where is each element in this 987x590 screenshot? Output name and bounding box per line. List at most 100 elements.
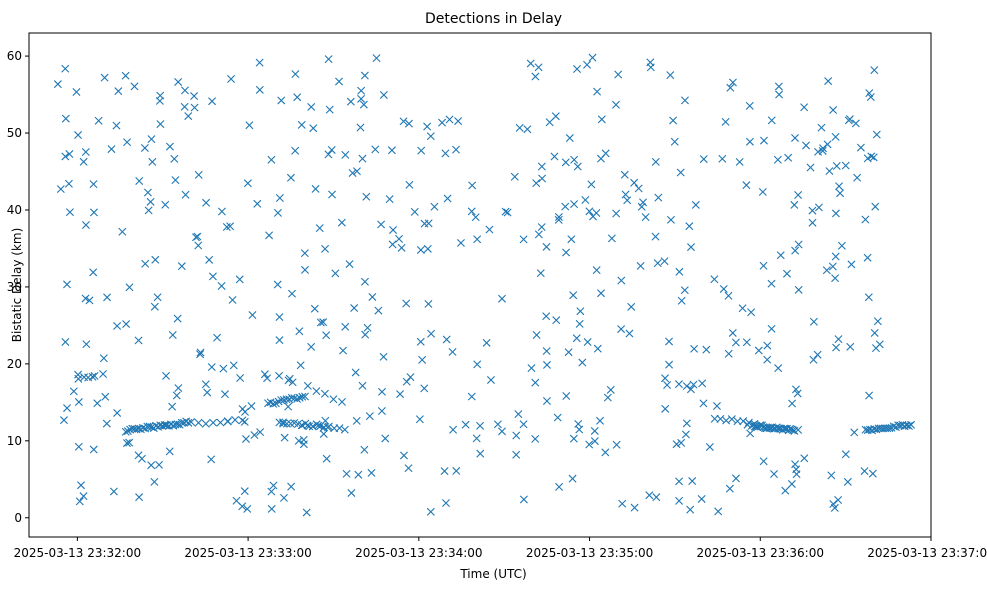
data-point-marker (618, 499, 627, 508)
data-point-marker (265, 231, 274, 240)
data-point-marker (537, 162, 546, 171)
data-point-marker (503, 208, 512, 217)
data-point-marker (452, 466, 461, 475)
data-point-marker (63, 280, 71, 289)
data-point-marker (150, 477, 159, 486)
data-point-marker (146, 197, 155, 206)
data-point-marker (381, 434, 390, 443)
data-point-marker (75, 497, 84, 506)
data-point-marker (297, 120, 306, 129)
data-point-marker (125, 283, 134, 292)
data-point-marker (112, 121, 121, 130)
data-point-marker (809, 355, 818, 364)
data-point-marker (724, 349, 733, 358)
data-point-marker (372, 54, 381, 63)
data-point-marker (868, 469, 877, 478)
data-point-marker (562, 248, 571, 257)
data-point-marker (89, 445, 98, 454)
data-point-marker (168, 402, 177, 411)
data-point-marker (627, 302, 636, 311)
data-point-marker (143, 188, 152, 197)
data-point-marker (688, 477, 697, 486)
data-point-marker (74, 131, 83, 140)
data-point-marker (630, 503, 639, 512)
data-point-marker (418, 355, 427, 364)
data-point-marker (519, 235, 528, 244)
data-point-marker (74, 398, 83, 407)
data-point-marker (822, 266, 831, 275)
data-point-marker (284, 402, 293, 411)
data-point-marker (358, 154, 367, 163)
data-point-marker (385, 195, 394, 204)
data-point-marker (74, 374, 83, 383)
data-point-marker (423, 122, 432, 131)
data-point-marker (243, 504, 252, 513)
data-point-marker (361, 330, 370, 339)
data-point-marker (735, 157, 744, 166)
data-point-marker (519, 495, 528, 504)
data-point-marker (168, 331, 177, 340)
data-point-marker (832, 343, 841, 352)
data-point-marker (531, 434, 540, 443)
data-point-marker (423, 244, 432, 253)
data-point-marker (424, 219, 433, 228)
data-point-marker (155, 96, 164, 105)
data-point-marker (680, 96, 689, 105)
data-point-marker (555, 482, 564, 491)
data-point-marker (89, 268, 98, 277)
data-point-marker (196, 350, 205, 359)
data-point-marker (759, 261, 768, 270)
data-point-marker (651, 232, 660, 241)
data-point-marker (165, 447, 174, 456)
data-point-marker (863, 253, 872, 262)
data-point-marker (781, 486, 790, 495)
data-point-marker (177, 262, 186, 271)
data-point-marker (360, 445, 369, 454)
data-point-marker (171, 176, 180, 185)
plot-frame (28, 32, 932, 538)
data-point-marker (742, 181, 751, 190)
data-point-marker (554, 215, 563, 224)
data-point-marker (860, 467, 869, 476)
data-point-marker (449, 425, 458, 434)
data-point-marker (612, 100, 620, 109)
data-point-marker (122, 320, 131, 329)
y-tick-label: 60 (7, 49, 22, 63)
data-point-marker (379, 352, 388, 361)
data-point-marker (814, 147, 823, 156)
data-point-marker (147, 423, 156, 432)
data-point-marker (180, 86, 189, 95)
data-point-marker (322, 331, 331, 340)
data-point-marker (617, 276, 626, 285)
data-point-marker (287, 482, 296, 491)
data-point-marker (238, 416, 247, 425)
data-point-marker (790, 200, 799, 209)
data-point-marker (174, 384, 183, 393)
data-point-marker (774, 364, 783, 373)
data-point-marker (791, 385, 800, 394)
data-point-marker (472, 434, 481, 443)
data-point-marker (809, 317, 818, 326)
data-point-marker (219, 364, 228, 373)
data-point-marker (601, 149, 610, 158)
data-point-marker (800, 103, 809, 112)
data-point-marker (590, 426, 599, 435)
data-point-marker (310, 304, 319, 313)
data-point-marker (590, 437, 599, 446)
data-point-marker (319, 423, 328, 432)
data-point-marker (747, 308, 756, 317)
data-point-marker (81, 221, 90, 229)
data-point-marker (404, 464, 413, 473)
data-point-marker (794, 285, 803, 294)
data-point-marker (452, 145, 460, 154)
data-point-marker (368, 292, 377, 301)
data-point-marker (269, 481, 278, 490)
data-point-marker (79, 157, 88, 166)
data-point-marker (473, 360, 482, 369)
data-point-marker (216, 418, 225, 427)
data-point-marker (441, 149, 450, 158)
data-point-marker (277, 96, 286, 105)
data-point-marker (121, 427, 130, 436)
